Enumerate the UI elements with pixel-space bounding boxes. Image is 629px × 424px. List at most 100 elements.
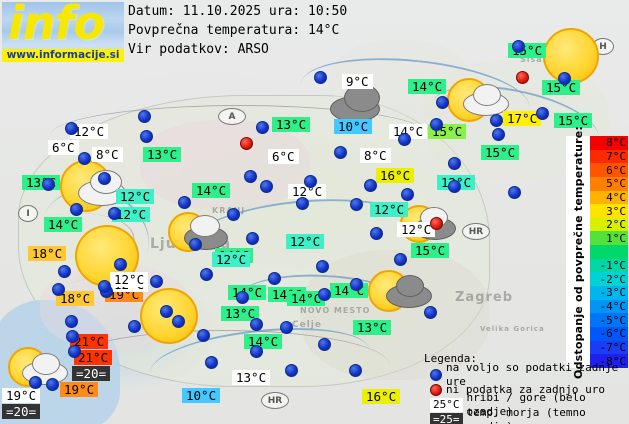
station-dot-available[interactable]: [250, 345, 263, 358]
station-dot-available[interactable]: [178, 196, 191, 209]
station-dot-available[interactable]: [318, 338, 331, 351]
temperature-chip: 8°C: [360, 148, 391, 163]
legend-row: na voljo so podatki zadnje ure: [430, 361, 624, 388]
station-dot-available[interactable]: [424, 306, 437, 319]
header-source-line: Vir podatkov: ARSO: [128, 42, 269, 57]
station-dot-available[interactable]: [150, 275, 163, 288]
site-logo[interactable]: info www.informacije.si: [2, 2, 124, 62]
station-dot-available[interactable]: [189, 238, 202, 251]
station-dot-available[interactable]: [246, 232, 259, 245]
header-average-temp-line: Povprečna temperatura: 14°C: [128, 23, 340, 38]
station-dot-available[interactable]: [52, 283, 65, 296]
station-dot-available[interactable]: [492, 128, 505, 141]
station-dot-available[interactable]: [108, 207, 121, 220]
station-dot-available[interactable]: [304, 175, 317, 188]
station-dot-available[interactable]: [512, 40, 525, 53]
station-dot-available[interactable]: [78, 152, 91, 165]
station-dot-available[interactable]: [65, 315, 78, 328]
station-dot-available[interactable]: [256, 121, 269, 134]
station-dot-available[interactable]: [128, 320, 141, 333]
station-dot-available[interactable]: [260, 180, 273, 193]
station-dot-available[interactable]: [334, 146, 347, 159]
station-dot-available[interactable]: [490, 114, 503, 127]
station-dot-available[interactable]: [70, 203, 83, 216]
station-dot-available[interactable]: [236, 291, 249, 304]
station-dot-available[interactable]: [398, 133, 411, 146]
station-dot-available[interactable]: [280, 321, 293, 334]
station-dot-available[interactable]: [296, 197, 309, 210]
legend: Legenda: na voljo so podatki zadnje ure n…: [424, 352, 624, 424]
station-dot-missing[interactable]: [240, 137, 253, 150]
station-dot-available[interactable]: [205, 356, 218, 369]
station-dot-available[interactable]: [29, 376, 42, 389]
temperature-chip: 14°C: [408, 79, 447, 94]
temperature-chip: 12°C: [116, 189, 155, 204]
station-dot-available[interactable]: [138, 110, 151, 123]
temperature-chip: 15°C: [481, 145, 520, 160]
station-dot-available[interactable]: [316, 260, 329, 273]
sun-icon: [543, 28, 599, 84]
station-dot-available[interactable]: [65, 122, 78, 135]
temperature-chip: 13°C: [221, 306, 260, 321]
station-dot-available[interactable]: [197, 329, 210, 342]
station-dot-missing[interactable]: [430, 217, 443, 230]
temperature-chip: =20=: [72, 366, 111, 381]
station-dot-available[interactable]: [349, 364, 362, 377]
station-dot-available[interactable]: [160, 305, 173, 318]
station-dot-available[interactable]: [172, 315, 185, 328]
station-dot-available[interactable]: [448, 157, 461, 170]
temperature-chip: 15°C: [554, 113, 593, 128]
station-dot-available[interactable]: [98, 280, 111, 293]
legend-row: =25=temp. morja (temno ozadje): [430, 406, 624, 424]
station-dot-available[interactable]: [200, 268, 213, 281]
temperature-chip: 9°C: [342, 74, 373, 89]
station-dot-missing[interactable]: [516, 71, 529, 84]
temperature-chip: 17°C: [503, 111, 542, 126]
station-dot-available[interactable]: [350, 198, 363, 211]
scale-row: 3°C: [590, 204, 628, 218]
station-dot-available[interactable]: [42, 178, 55, 191]
scale-title: Odstopanje od povprečne temperature:: [566, 126, 590, 379]
temperature-deviation-scale: Odstopanje od povprečne temperature: 8°C…: [566, 126, 628, 379]
station-dot-available[interactable]: [98, 172, 111, 185]
scale-row: [590, 245, 628, 259]
station-dot-available[interactable]: [314, 71, 327, 84]
station-dot-available[interactable]: [364, 179, 377, 192]
station-dot-available[interactable]: [430, 118, 443, 131]
scale-row: 7°C: [590, 149, 628, 164]
temperature-chip: 14°C: [287, 291, 326, 306]
station-dot-available[interactable]: [401, 188, 414, 201]
station-dot-available[interactable]: [350, 278, 363, 291]
legend-row-text: temp. morja (temno ozadje): [466, 405, 586, 424]
station-dot-available[interactable]: [536, 107, 549, 120]
station-dot-available[interactable]: [140, 130, 153, 143]
temperature-chip: 19°C: [2, 388, 41, 403]
cloud-icon: [190, 215, 220, 237]
station-dot-available[interactable]: [448, 180, 461, 193]
station-dot-available[interactable]: [436, 96, 449, 109]
station-dot-available[interactable]: [66, 330, 79, 343]
temperature-chip: 14°C: [244, 334, 283, 349]
station-dot-available[interactable]: [508, 186, 521, 199]
station-dot-available[interactable]: [370, 227, 383, 240]
legend-row: 25°C hribi / gore (belo ozadje): [430, 391, 624, 418]
station-dot-available[interactable]: [394, 253, 407, 266]
scale-color-bars: 8°C 7°C 6°C 5°C 4°C 3°C 2°C 1°C -1°C -2°C -3°C -4°C…: [590, 136, 628, 368]
scale-row: -4°C: [590, 299, 628, 314]
station-dot-available[interactable]: [558, 72, 571, 85]
station-dot-available[interactable]: [227, 208, 240, 221]
station-dot-available[interactable]: [285, 364, 298, 377]
station-dot-available[interactable]: [46, 378, 59, 391]
station-dot-available[interactable]: [318, 288, 331, 301]
station-dot-available[interactable]: [268, 272, 281, 285]
scale-row: 6°C: [590, 163, 628, 177]
station-dot-available[interactable]: [244, 170, 257, 183]
station-dot-available[interactable]: [250, 318, 263, 331]
station-dot-available[interactable]: [114, 258, 127, 271]
temperature-chip: 14°C: [44, 217, 83, 232]
legend-row-text: hribi / gore (belo ozadje): [466, 390, 586, 418]
station-dot-available[interactable]: [68, 345, 81, 358]
temperature-chip: 10°C: [334, 119, 373, 134]
station-dot-available[interactable]: [58, 265, 71, 278]
